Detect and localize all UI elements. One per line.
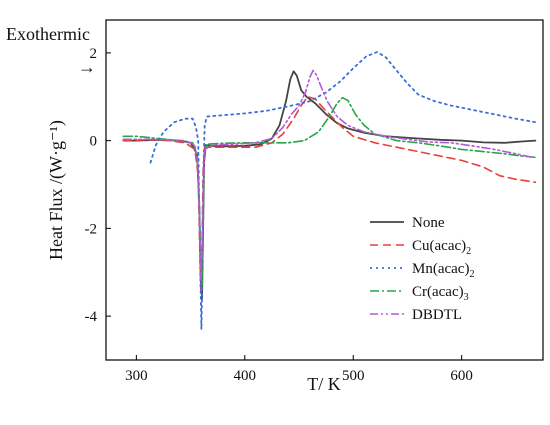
y-tick-label: -2 <box>85 221 98 237</box>
legend: None Cu(acac)2 Mn(acac)2 Cr(acac)3 DBDTL <box>370 215 474 323</box>
series-line-3 <box>122 96 537 287</box>
series-line-2 <box>149 51 537 331</box>
series-line-1 <box>122 96 537 295</box>
legend-label-1: Cu(acac)2 <box>412 238 471 257</box>
series-layer <box>122 51 537 331</box>
plot-frame <box>105 19 544 361</box>
x-axis-label: T/ K <box>307 374 341 394</box>
annotation-label: Exothermic <box>6 24 90 44</box>
x-tick-label: 500 <box>342 368 365 384</box>
x-ticks: 300 400 500 600 <box>125 355 473 384</box>
arrow-right-icon: → <box>78 57 96 77</box>
x-tick-label: 600 <box>450 368 473 384</box>
legend-label-2: Mn(acac)2 <box>412 261 474 280</box>
y-ticks: 2 0 -2 -4 <box>85 46 111 325</box>
series-line-4 <box>122 69 533 282</box>
y-axis-label: Heat Flux /(W·g⁻¹) <box>46 120 67 260</box>
y-tick-label: 0 <box>90 134 98 150</box>
y-tick-label: 2 <box>90 46 98 62</box>
legend-label-3: Cr(acac)3 <box>412 284 469 303</box>
legend-label-0: None <box>412 215 445 231</box>
y-tick-label: -4 <box>85 309 98 325</box>
x-tick-label: 400 <box>234 368 257 384</box>
legend-label-4: DBDTL <box>412 307 462 323</box>
x-tick-label: 300 <box>125 368 148 384</box>
